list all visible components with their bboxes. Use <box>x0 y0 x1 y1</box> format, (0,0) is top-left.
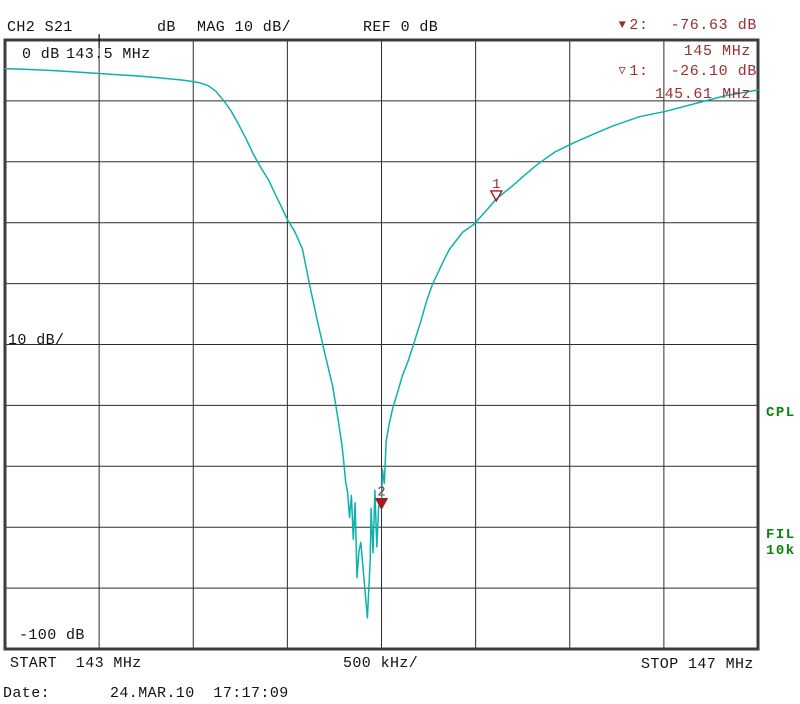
marker-1-label: 1 <box>492 177 500 193</box>
if-filter-value: 10k <box>766 543 796 559</box>
header-channel: CH2 S21 <box>7 19 73 36</box>
marker-1-symbol-icon <box>489 190 503 203</box>
coupling-status-label: CPL <box>766 405 796 421</box>
marker1-value: -26.10 dB <box>670 63 757 80</box>
marker-2-symbol-icon <box>374 498 389 511</box>
header-reference: REF 0 dB <box>363 19 439 36</box>
marker1-id: 1: <box>629 63 649 80</box>
date-value: 24.MAR.10 17:17:09 <box>110 685 289 702</box>
marker1-readout: ▽ 1: -26.10 dB <box>619 64 757 80</box>
header-format: MAG 10 dB/ <box>197 19 292 36</box>
if-filter-label: FIL <box>766 527 796 543</box>
ref-level-label: 0 dB <box>22 46 60 63</box>
trace-s21 <box>4 67 759 619</box>
marker2-frequency: 145 MHz <box>683 43 751 60</box>
bottom-level-label: -100 dB <box>19 627 85 644</box>
graticule-border <box>3 38 760 651</box>
marker2-filled-triangle-icon: ▼ <box>618 18 627 32</box>
marker1-hollow-triangle-icon: ▽ <box>618 64 627 78</box>
header-unit: dB <box>157 19 176 36</box>
marker2-readout: ▼ 2: -76.63 dB <box>619 18 757 34</box>
stop-frequency-label: STOP 147 MHz <box>641 656 754 673</box>
date-label: Date: <box>3 685 51 702</box>
span-per-div-label: 500 kHz/ <box>343 655 419 672</box>
ref-frequency-label: 143.5 MHz <box>66 46 151 63</box>
scale-per-div-label: 10 dB/ <box>8 332 65 349</box>
marker2-id: 2: <box>629 17 649 34</box>
marker-2-label: 2 <box>377 485 385 501</box>
marker1-frequency: 145.61 MHz <box>654 86 751 103</box>
start-frequency-label: START 143 MHz <box>10 655 142 672</box>
marker2-value: -76.63 dB <box>670 17 757 34</box>
